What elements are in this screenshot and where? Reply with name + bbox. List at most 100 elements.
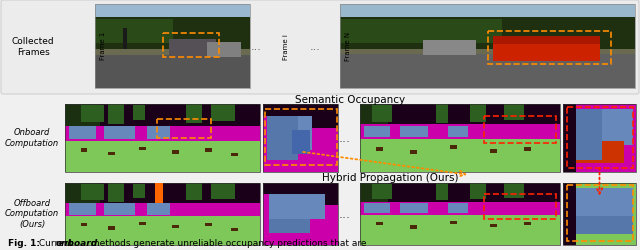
Bar [364, 203, 390, 213]
Bar [172, 225, 179, 228]
Bar [139, 222, 146, 225]
Bar [267, 116, 312, 150]
Bar [360, 183, 388, 202]
Bar [360, 139, 560, 172]
Bar [372, 184, 392, 199]
Bar [65, 183, 100, 203]
Text: Hybrid Propagation (Ours): Hybrid Propagation (Ours) [322, 173, 458, 183]
Bar [81, 223, 88, 226]
Bar [157, 119, 211, 138]
Bar [340, 4, 635, 28]
Bar [264, 110, 337, 165]
Bar [133, 184, 145, 198]
Bar [360, 104, 560, 172]
Bar [123, 28, 127, 48]
Text: methods generate unreliable occupancy predictions that are: methods generate unreliable occupancy pr… [88, 238, 367, 248]
Text: ...: ... [310, 42, 321, 52]
Bar [304, 183, 338, 205]
Bar [563, 183, 576, 245]
Bar [400, 126, 428, 137]
Bar [95, 4, 250, 28]
Bar [524, 222, 531, 226]
Bar [576, 110, 602, 160]
Text: Frame i: Frame i [283, 34, 289, 60]
Bar [267, 116, 298, 160]
Bar [360, 202, 560, 215]
FancyBboxPatch shape [1, 0, 639, 94]
Bar [448, 203, 468, 213]
Bar [65, 104, 260, 172]
Bar [410, 150, 417, 154]
Bar [488, 31, 611, 64]
Bar [231, 153, 237, 156]
Bar [470, 183, 486, 199]
Bar [155, 183, 163, 203]
Bar [493, 36, 600, 44]
Bar [360, 104, 560, 124]
Text: Onboard
Computation: Onboard Computation [5, 128, 59, 148]
Bar [340, 4, 635, 88]
Bar [170, 39, 216, 58]
Bar [372, 105, 392, 122]
Bar [81, 105, 104, 122]
Bar [69, 126, 96, 139]
Bar [504, 104, 524, 120]
Bar [376, 222, 383, 226]
Bar [133, 105, 145, 120]
Bar [65, 183, 260, 203]
Bar [69, 204, 96, 214]
Bar [163, 34, 219, 57]
Bar [65, 104, 100, 126]
Bar [563, 104, 576, 172]
Bar [263, 104, 338, 172]
Text: Frame N: Frame N [345, 32, 351, 60]
Bar [340, 19, 502, 43]
Bar [139, 147, 146, 150]
Bar [231, 228, 237, 231]
Bar [95, 4, 250, 88]
Bar [376, 147, 383, 150]
Bar [340, 48, 635, 54]
Bar [263, 183, 338, 245]
Bar [340, 48, 635, 88]
Bar [568, 186, 633, 241]
Bar [263, 183, 338, 194]
Bar [108, 183, 124, 202]
Bar [568, 107, 633, 168]
Bar [104, 126, 135, 139]
Bar [360, 183, 560, 202]
Bar [269, 194, 310, 232]
Text: ...: ... [339, 132, 351, 144]
Bar [422, 40, 476, 55]
Bar [410, 225, 417, 228]
Text: ...: ... [251, 42, 261, 52]
Bar [81, 148, 88, 152]
Bar [65, 183, 260, 245]
Bar [448, 126, 468, 137]
Text: Frame 1: Frame 1 [100, 32, 106, 60]
Bar [576, 110, 633, 145]
Bar [108, 104, 124, 124]
Bar [108, 226, 115, 230]
Bar [340, 16, 635, 48]
Bar [95, 48, 250, 55]
Bar [360, 215, 560, 245]
Bar [576, 142, 623, 163]
Bar [360, 104, 388, 124]
Bar [95, 16, 250, 48]
Text: Current: Current [36, 238, 76, 248]
Bar [490, 224, 497, 227]
Bar [304, 104, 338, 128]
Bar [108, 152, 115, 155]
Bar [563, 104, 636, 172]
Bar [205, 223, 212, 226]
Bar [436, 183, 448, 200]
Bar [186, 183, 202, 200]
Bar [263, 104, 338, 172]
Text: Fig. 1:: Fig. 1: [8, 238, 40, 248]
Bar [563, 183, 636, 245]
Bar [400, 203, 428, 213]
Bar [95, 19, 173, 43]
Bar [81, 184, 104, 200]
Bar [563, 183, 636, 245]
